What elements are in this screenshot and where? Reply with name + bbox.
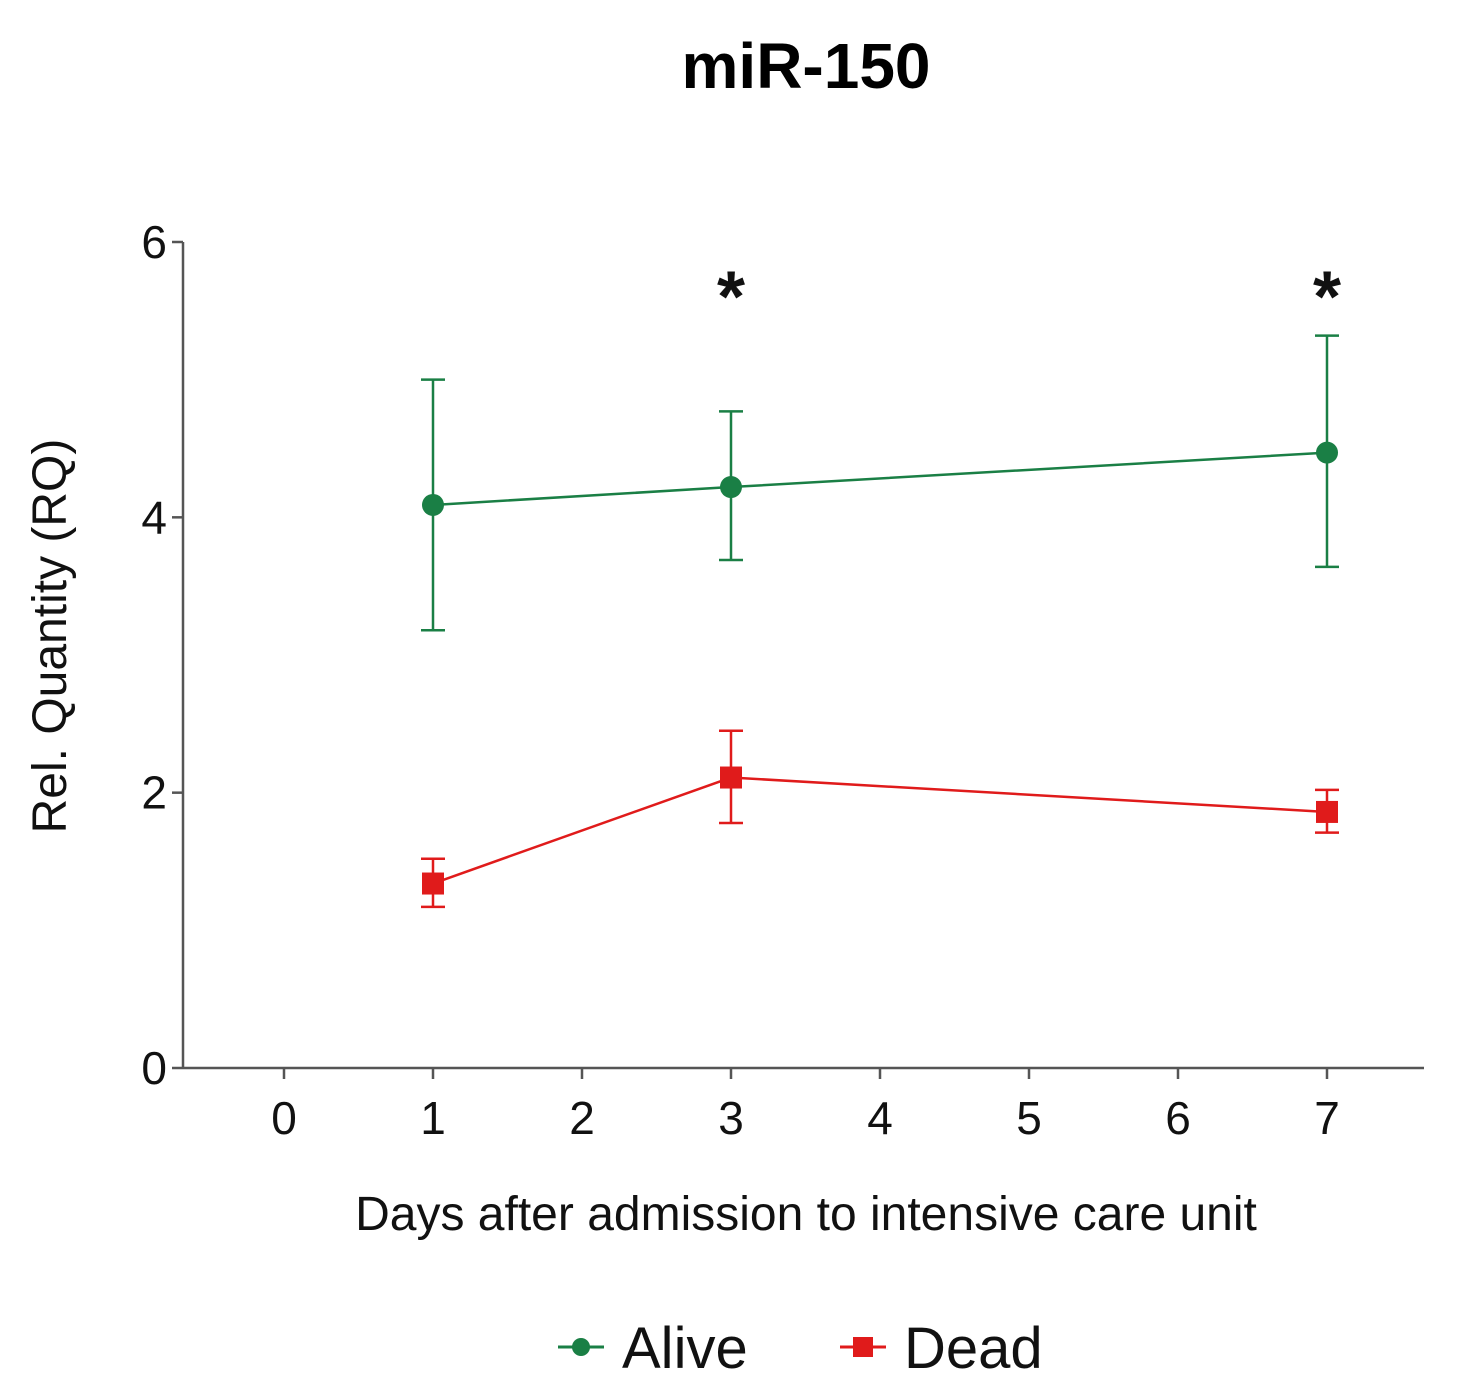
x-tick-label: 2 [569,1092,595,1144]
x-tick-label: 0 [271,1092,297,1144]
legend-marker-alive [572,1338,590,1356]
y-axis-label: Rel. Quantity (RQ) [24,439,77,834]
significance-star: * [1313,257,1341,337]
legend-marker-dead [853,1337,873,1357]
y-tick-label: 6 [141,216,167,268]
legend-label-dead: Dead [904,1316,1043,1381]
data-point-alive [1316,441,1338,464]
y-ticks: 0 2 4 6 [141,216,183,1094]
x-tick-label: 5 [1016,1092,1042,1144]
legend: Alive Dead [558,1316,1043,1381]
series-dead [421,729,1339,909]
series-line-alive [432,451,1328,507]
legend-item-dead: Dead [840,1316,1043,1381]
series-layer [421,334,1339,909]
x-axis-label: Days after admission to intensive care u… [355,1188,1257,1241]
data-point-dead [1316,800,1338,823]
y-tick-label: 0 [141,1042,167,1094]
series-alive [421,334,1339,632]
legend-item-alive: Alive [558,1316,748,1381]
x-ticks: 0 1 2 3 4 5 6 7 [271,1068,1340,1144]
data-point-dead [422,872,444,895]
chart-title: miR-150 [682,30,931,102]
x-tick-label: 3 [718,1092,744,1144]
x-tick-label: 1 [420,1092,446,1144]
y-tick-label: 4 [141,491,167,543]
x-tick-label: 6 [1165,1092,1191,1144]
annotation-layer: * * [717,257,1341,337]
data-point-alive [422,493,444,516]
y-tick-label: 2 [141,767,167,819]
significance-star: * [717,257,745,337]
legend-label-alive: Alive [622,1316,748,1381]
axes [181,242,1424,1070]
data-point-alive [720,476,742,499]
series-line-dead [432,776,1328,885]
x-tick-label: 7 [1314,1092,1340,1144]
data-point-dead [720,766,742,789]
x-tick-label: 4 [867,1092,893,1144]
